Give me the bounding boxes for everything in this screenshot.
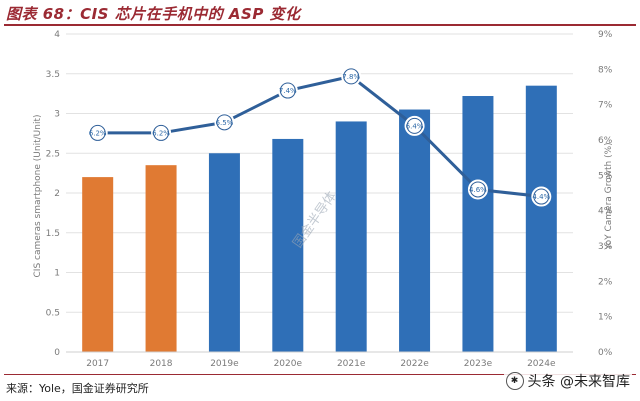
y2-tick-label: 6%	[598, 136, 613, 146]
growth-point-inner	[154, 125, 169, 140]
y-tick-label: 4	[54, 30, 60, 40]
y2-tick-label: 1%	[598, 313, 613, 323]
growth-point-inner	[534, 189, 549, 204]
watermark-logo-icon: ✱	[505, 372, 524, 390]
y2-tick-label: 0%	[598, 348, 613, 358]
x-tick-label: 2021e	[337, 359, 366, 369]
y-tick-label: 0	[54, 348, 60, 358]
x-tick-label: 2020e	[274, 359, 303, 369]
bar	[82, 177, 114, 352]
y-tick-label: 3	[54, 110, 60, 120]
y-tick-label: 1.5	[46, 229, 60, 239]
growth-point-inner	[407, 118, 422, 133]
bar	[525, 85, 557, 353]
bar	[335, 121, 367, 352]
y-tick-label: 2.5	[46, 149, 60, 159]
y2-tick-label: 9%	[598, 30, 613, 40]
gridlines	[66, 33, 573, 313]
y-tick-label: 3.5	[46, 70, 60, 80]
y2-tick-label: 8%	[598, 65, 613, 75]
growth-point-label: 6.2%	[89, 129, 107, 137]
growth-line: 6.2% 6.2% 6.5% 7.4% 7.8% 6.4% 4.6% 4.4%	[87, 66, 552, 207]
figure-title: 图表 68：CIS 芯片在手机中的 ASP 变化	[6, 5, 301, 23]
x-tick-label: 2017	[86, 359, 109, 369]
y2-tick-label: 3%	[598, 242, 613, 252]
y-tick-label: 2	[54, 189, 60, 199]
growth-point-inner	[344, 69, 359, 84]
growth-point-inner	[470, 182, 485, 197]
growth-point-label: 7.4%	[279, 87, 297, 95]
y2-tick-label: 2%	[598, 277, 613, 287]
corner-watermark-text: 头条 @未来智库	[527, 374, 630, 390]
bar	[399, 109, 431, 353]
source-note: 来源：Yole，国金证券研究所	[6, 382, 149, 395]
y2-tick-label: 7%	[598, 101, 613, 111]
growth-point-label: 7.8%	[342, 73, 360, 81]
y-tick-label: 0.5	[46, 308, 60, 318]
x-tick-label: 2019e	[210, 359, 239, 369]
growth-point-inner	[90, 125, 105, 140]
y2-tick-label: 5%	[598, 171, 613, 181]
footer-divider	[4, 374, 636, 375]
x-tick-label: 2024e	[527, 359, 556, 369]
growth-point-label: 6.5%	[216, 119, 234, 127]
growth-point-inner	[280, 83, 295, 98]
x-tick-label: 2023e	[464, 359, 493, 369]
growth-point-label: 4.6%	[469, 186, 487, 194]
growth-point-label: 6.4%	[406, 122, 424, 130]
bar	[145, 165, 177, 352]
y2-tick-label: 4%	[598, 207, 613, 217]
growth-point-label: 4.4%	[532, 193, 550, 201]
growth-line-path	[97, 74, 542, 199]
bar	[462, 96, 494, 352]
bar	[208, 153, 240, 352]
y-axis-label: CIS cameras smartphone (Unit/Unit)	[33, 115, 43, 278]
axes: 0 0.5 1 1.5 2 2.5 3 3.5 4 0% 1% 2% 3% 4% 5% 6% 7% 8% 9% 201…	[46, 30, 613, 369]
x-tick-label: 2022e	[400, 359, 429, 369]
growth-point-label: 6.2%	[152, 129, 170, 137]
y-tick-label: 1	[54, 269, 60, 279]
corner-watermark: ✱ 头条 @未来智库	[503, 371, 632, 391]
bar	[272, 138, 304, 352]
x-tick-label: 2018	[150, 359, 173, 369]
growth-point-inner	[217, 115, 232, 130]
title-divider	[4, 24, 636, 26]
bars	[82, 85, 557, 353]
y2-axis-label: YoY Camera Growth (%)	[604, 142, 614, 250]
